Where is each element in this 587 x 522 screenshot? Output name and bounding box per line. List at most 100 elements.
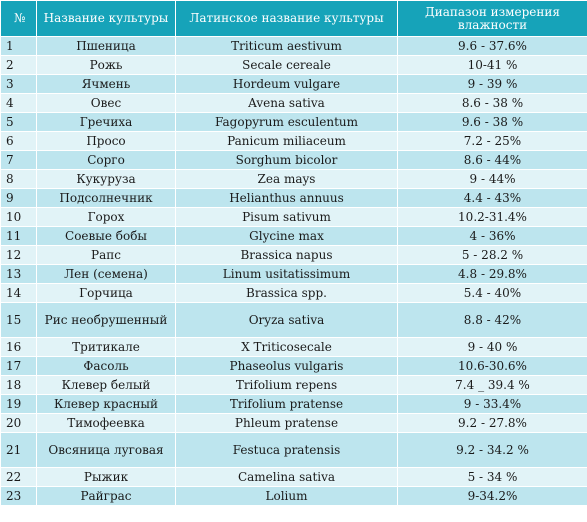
- cell-crop-name: Рис необрушенный: [36, 302, 176, 338]
- cell-crop-name: Подсолнечник: [36, 188, 176, 208]
- cell-crop-name: Соевые бобы: [36, 226, 176, 246]
- cell-number: 1: [0, 36, 37, 56]
- cell-number: 11: [0, 226, 37, 246]
- cell-moisture-range: 9-34.2%: [397, 486, 587, 506]
- table-row: 17 Фасоль Phaseolus vulgaris 10.6-30.6%: [0, 356, 587, 376]
- table-row: 9 Подсолнечник Helianthus annuus 4.4 - 43%: [0, 188, 587, 208]
- cell-number: 18: [0, 375, 37, 395]
- table-row: 22 Рыжик Camelina sativa 5 - 34 %: [0, 467, 587, 487]
- table-row: 3 Ячмень Hordeum vulgare 9 - 39 %: [0, 74, 587, 94]
- cell-latin-name: Zea mays: [175, 169, 398, 189]
- cell-number: 4: [0, 93, 37, 113]
- cell-crop-name: Сорго: [36, 150, 176, 170]
- table-row: 16 Тритикале X Triticosecale 9 - 40 %: [0, 337, 587, 357]
- cell-number: 5: [0, 112, 37, 132]
- cell-crop-name: Рапс: [36, 245, 176, 265]
- cell-crop-name: Гречиха: [36, 112, 176, 132]
- cell-moisture-range: 4.4 - 43%: [397, 188, 587, 208]
- cell-latin-name: Phleum pratense: [175, 413, 398, 433]
- cell-number: 3: [0, 74, 37, 94]
- cell-crop-name: Горох: [36, 207, 176, 227]
- cell-number: 19: [0, 394, 37, 414]
- cell-latin-name: Oryza sativa: [175, 302, 398, 338]
- cell-crop-name: Райграс: [36, 486, 176, 506]
- cell-crop-name: Пшеница: [36, 36, 176, 56]
- cell-latin-name: Trifolium pratense: [175, 394, 398, 414]
- cell-latin-name: Avena sativa: [175, 93, 398, 113]
- cell-crop-name: Тимофеевка: [36, 413, 176, 433]
- cell-moisture-range: 9 - 40 %: [397, 337, 587, 357]
- cell-moisture-range: 9 - 33.4%: [397, 394, 587, 414]
- table-row: 1 Пшеница Triticum aestivum 9.6 - 37.6%: [0, 36, 587, 56]
- cell-number: 10: [0, 207, 37, 227]
- cell-crop-name: Овес: [36, 93, 176, 113]
- cell-latin-name: Triticum aestivum: [175, 36, 398, 56]
- cell-number: 17: [0, 356, 37, 376]
- cell-latin-name: Phaseolus vulgaris: [175, 356, 398, 376]
- cell-number: 14: [0, 283, 37, 303]
- cell-moisture-range: 8.6 - 44%: [397, 150, 587, 170]
- cell-moisture-range: 8.8 - 42%: [397, 302, 587, 338]
- cell-moisture-range: 9.6 - 37.6%: [397, 36, 587, 56]
- cell-latin-name: Glycine max: [175, 226, 398, 246]
- cell-number: 22: [0, 467, 37, 487]
- cell-moisture-range: 9.6 - 38 %: [397, 112, 587, 132]
- cell-latin-name: Helianthus annuus: [175, 188, 398, 208]
- cell-latin-name: Trifolium repens: [175, 375, 398, 395]
- cell-moisture-range: 4.8 - 29.8%: [397, 264, 587, 284]
- header-crop-name: Название культуры: [36, 0, 176, 37]
- cell-number: 16: [0, 337, 37, 357]
- cell-number: 7: [0, 150, 37, 170]
- table-row: 4 Овес Avena sativa 8.6 - 38 %: [0, 93, 587, 113]
- cell-crop-name: Рожь: [36, 55, 176, 75]
- cell-latin-name: Fagopyrum esculentum: [175, 112, 398, 132]
- cell-latin-name: Panicum miliaceum: [175, 131, 398, 151]
- table-body: 1 Пшеница Triticum aestivum 9.6 - 37.6% 2 Рож…: [0, 36, 587, 506]
- cell-latin-name: Linum usitatissimum: [175, 264, 398, 284]
- table-row: 8 Кукуруза Zea mays 9 - 44%: [0, 169, 587, 189]
- cell-number: 6: [0, 131, 37, 151]
- table-row: 13 Лен (семена) Linum usitatissimum 4.8 - 2…: [0, 264, 587, 284]
- cell-number: 23: [0, 486, 37, 506]
- cell-moisture-range: 10.6-30.6%: [397, 356, 587, 376]
- cell-number: 8: [0, 169, 37, 189]
- cell-crop-name: Просо: [36, 131, 176, 151]
- cell-crop-name: Кукуруза: [36, 169, 176, 189]
- cell-number: 12: [0, 245, 37, 265]
- cell-moisture-range: 9 - 39 %: [397, 74, 587, 94]
- cell-crop-name: Овсяница луговая: [36, 432, 176, 468]
- header-moisture-range: Диапазон измерения влажности: [397, 0, 587, 37]
- table-row: 18 Клевер белый Trifolium repens 7.4 _ 39.4…: [0, 375, 587, 395]
- cell-latin-name: X Triticosecale: [175, 337, 398, 357]
- cell-crop-name: Фасоль: [36, 356, 176, 376]
- cell-latin-name: Hordeum vulgare: [175, 74, 398, 94]
- cell-latin-name: Camelina sativa: [175, 467, 398, 487]
- cell-crop-name: Лен (семена): [36, 264, 176, 284]
- cell-latin-name: Brassica napus: [175, 245, 398, 265]
- table-header-row: № Название культуры Латинское название к…: [0, 0, 587, 37]
- cell-moisture-range: 9.2 - 27.8%: [397, 413, 587, 433]
- cell-latin-name: Lolium: [175, 486, 398, 506]
- table-row: 23 Райграс Lolium 9-34.2%: [0, 486, 587, 506]
- table-row: 10 Горох Pisum sativum 10.2-31.4%: [0, 207, 587, 227]
- table-row: 11 Соевые бобы Glycine max 4 - 36%: [0, 226, 587, 246]
- cell-moisture-range: 8.6 - 38 %: [397, 93, 587, 113]
- cell-latin-name: Brassica spp.: [175, 283, 398, 303]
- table-row: 12 Рапс Brassica napus 5 - 28.2 %: [0, 245, 587, 265]
- cell-crop-name: Тритикале: [36, 337, 176, 357]
- cell-number: 13: [0, 264, 37, 284]
- cell-moisture-range: 7.2 - 25%: [397, 131, 587, 151]
- cell-moisture-range: 10.2-31.4%: [397, 207, 587, 227]
- cell-crop-name: Ячмень: [36, 74, 176, 94]
- cell-moisture-range: 9 - 44%: [397, 169, 587, 189]
- cell-number: 20: [0, 413, 37, 433]
- header-number: №: [0, 0, 37, 37]
- crops-moisture-table: № Название культуры Латинское название к…: [0, 0, 587, 506]
- cell-number: 9: [0, 188, 37, 208]
- cell-moisture-range: 5 - 28.2 %: [397, 245, 587, 265]
- table-row: 15 Рис необрушенный Oryza sativa 8.8 - 42%: [0, 302, 587, 338]
- table-row: 14 Горчица Brassica spp. 5.4 - 40%: [0, 283, 587, 303]
- cell-number: 2: [0, 55, 37, 75]
- table-row: 20 Тимофеевка Phleum pratense 9.2 - 27.8%: [0, 413, 587, 433]
- cell-moisture-range: 5.4 - 40%: [397, 283, 587, 303]
